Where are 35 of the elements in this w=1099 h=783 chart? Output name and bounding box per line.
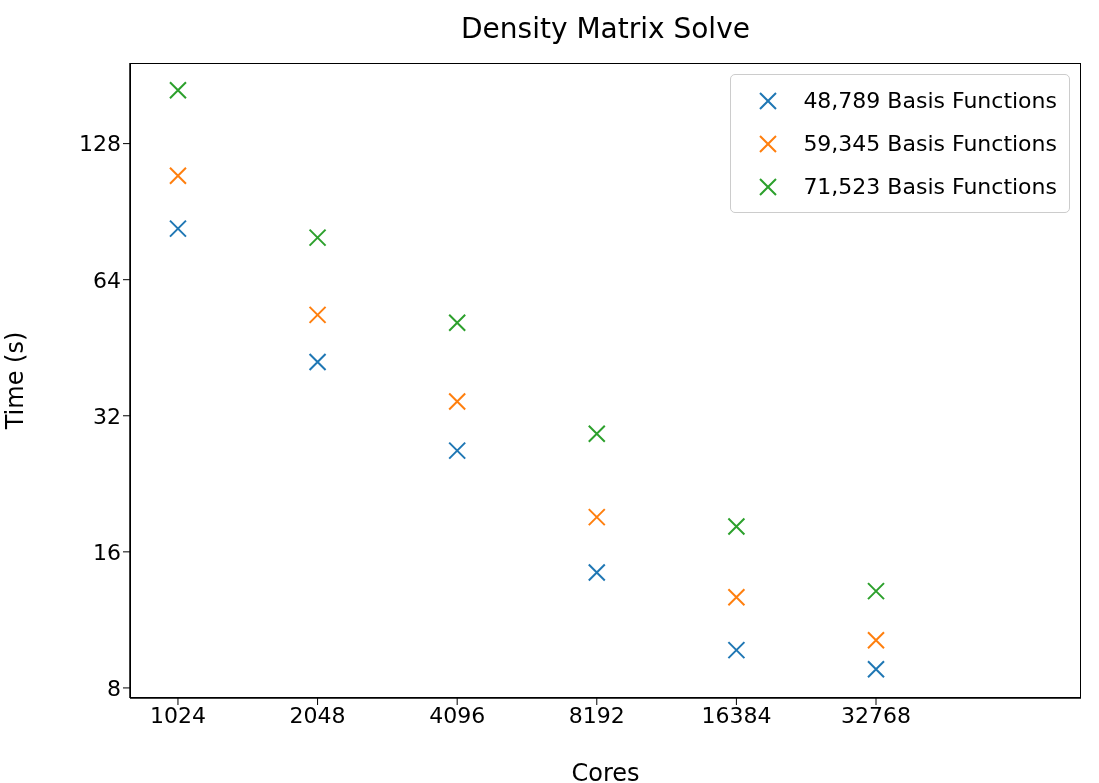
legend-label: 48,789 Basis Functions [803, 88, 1057, 113]
point [308, 305, 327, 324]
y-tick-label: 128 [79, 131, 121, 157]
point [867, 660, 886, 679]
y-tick-label: 16 [93, 539, 121, 565]
point [308, 352, 327, 371]
point [727, 517, 746, 536]
point [587, 508, 606, 527]
point [168, 81, 187, 100]
x-tick-label: 8192 [568, 702, 625, 728]
x-tick-label: 1024 [149, 702, 206, 728]
legend-label: 71,523 Basis Functions [803, 174, 1057, 199]
point [727, 588, 746, 607]
y-tick-label: 8 [107, 675, 121, 701]
point [587, 563, 606, 582]
point [308, 228, 327, 247]
y-axis-title: Time (s) [0, 331, 29, 431]
y-tick-label: 32 [93, 403, 121, 429]
legend-label: 59,345 Basis Functions [803, 131, 1057, 156]
point [867, 631, 886, 650]
point [587, 424, 606, 443]
x-tick-label: 16384 [701, 702, 772, 728]
point [448, 313, 467, 332]
y-tick-label: 64 [93, 267, 121, 293]
point [448, 392, 467, 411]
x-tick-label: 32768 [841, 702, 912, 728]
point [448, 441, 467, 460]
chart-title: Density Matrix Solve [460, 12, 751, 45]
x-tick-label: 2048 [289, 702, 346, 728]
point [168, 166, 187, 185]
x-tick-label: 4096 [429, 702, 486, 728]
point [727, 641, 746, 660]
point [867, 582, 886, 601]
point [168, 219, 187, 238]
x-axis-title: Cores [571, 759, 640, 783]
